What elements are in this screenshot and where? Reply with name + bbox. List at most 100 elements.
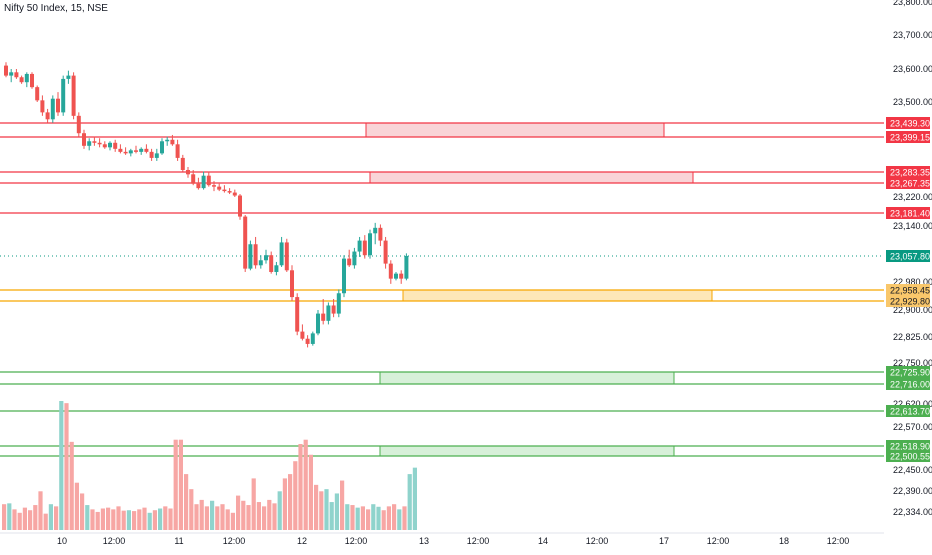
level-label: 23,267.35	[890, 179, 930, 189]
candle	[97, 142, 102, 145]
last-price-badge	[886, 250, 930, 262]
candle	[357, 240, 362, 252]
candle	[102, 144, 107, 148]
y-tick-label: 23,140.00	[893, 221, 932, 231]
volume-bar	[334, 493, 339, 530]
y-tick-label: 23,700.00	[893, 30, 932, 40]
volume-bar	[220, 504, 225, 530]
volume-bar	[69, 441, 74, 530]
level-label-bg	[886, 366, 930, 378]
volume-bar	[100, 508, 105, 530]
candle	[24, 73, 29, 83]
volume-bar	[43, 513, 48, 530]
level-label: 22,958.45	[890, 286, 930, 296]
volume-bar	[204, 506, 209, 530]
volume-bar	[314, 484, 319, 530]
volume-bar	[319, 491, 324, 530]
candle	[295, 297, 300, 332]
volume-bar	[28, 510, 33, 530]
candle	[71, 75, 76, 116]
volume-bar	[116, 506, 121, 530]
volume-bar	[85, 505, 90, 530]
x-tick-label: 17	[659, 536, 669, 546]
candle	[56, 98, 60, 113]
candle	[170, 139, 175, 145]
candle	[180, 157, 185, 170]
volume-bar	[381, 510, 386, 530]
candle	[186, 169, 190, 175]
candle	[118, 148, 123, 152]
x-tick-label: 10	[57, 536, 67, 546]
candle	[123, 151, 128, 154]
volume-bar	[376, 506, 381, 530]
candle	[128, 150, 133, 154]
x-tick-label: 11	[174, 536, 183, 546]
volume-bar	[272, 503, 277, 530]
candle	[76, 115, 81, 134]
candle	[316, 313, 320, 334]
y-tick-label: 23,800.00	[893, 0, 932, 7]
volume-bar	[74, 482, 79, 530]
volume-bar	[215, 506, 220, 530]
volume-bar	[168, 508, 173, 530]
x-tick-label: 12:00	[223, 536, 246, 546]
candle	[108, 142, 112, 148]
volume-bar	[12, 509, 17, 530]
volume-bar	[251, 478, 256, 530]
candle	[342, 258, 346, 294]
volume-bar	[64, 403, 69, 530]
candle	[284, 242, 289, 271]
x-tick-label: 12:00	[586, 536, 609, 546]
volume-bar	[189, 489, 194, 530]
level-label: 23,399.15	[890, 133, 930, 143]
level-label: 22,725.90	[890, 368, 930, 378]
volume-bar	[412, 467, 417, 530]
volume-bar	[288, 474, 293, 530]
volume-bar	[225, 509, 230, 530]
candle	[206, 175, 211, 186]
volume-bar	[173, 439, 178, 530]
candle	[50, 98, 55, 120]
x-tick-label: 12:00	[707, 536, 730, 546]
volume-bar	[210, 500, 215, 530]
level-label: 22,613.70	[890, 407, 930, 417]
y-tick-label: 22,570.00	[893, 422, 932, 432]
volume-bar	[256, 502, 261, 530]
y-tick-label: 23,600.00	[893, 64, 932, 74]
y-tick-label: 22,980.00	[893, 277, 932, 287]
volume-bar	[371, 504, 376, 530]
volume-bar	[106, 507, 111, 530]
candle	[274, 265, 279, 272]
candle	[9, 72, 14, 76]
candle	[336, 293, 341, 314]
x-tick-label: 12:00	[103, 536, 126, 546]
candle	[331, 305, 336, 314]
x-tick-label: 12:00	[345, 536, 368, 546]
candle	[243, 216, 248, 269]
candle	[383, 240, 388, 264]
chart-title: Nifty 50 Index, 15, NSE	[4, 3, 108, 14]
volume-bar	[90, 509, 95, 530]
level-label: 23,283.35	[890, 168, 930, 178]
candle	[305, 338, 310, 344]
candle	[352, 251, 357, 266]
level-label-bg	[886, 131, 930, 143]
volume-bar	[142, 507, 147, 530]
volume-bar	[230, 512, 235, 530]
candle	[35, 87, 40, 101]
volume-bar	[111, 509, 116, 530]
candle	[201, 175, 206, 189]
zone-1	[369, 171, 694, 184]
zone-3	[379, 371, 675, 385]
level-label-bg	[886, 378, 930, 390]
level-label-bg	[886, 450, 930, 462]
level-label: 22,518.90	[890, 442, 930, 452]
candle	[394, 273, 398, 279]
candle	[290, 270, 294, 298]
volume-bar	[152, 510, 157, 530]
candle	[269, 255, 274, 272]
y-tick-label: 23,220.00	[893, 192, 932, 202]
candle	[279, 242, 284, 266]
